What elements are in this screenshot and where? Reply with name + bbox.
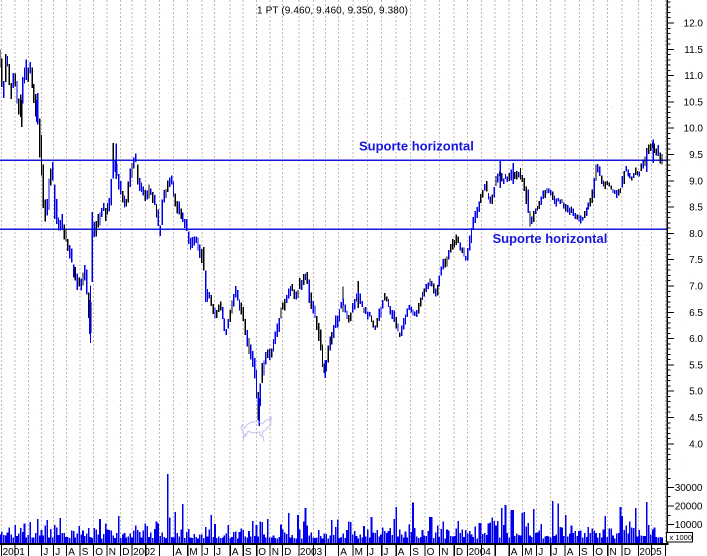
svg-text:S: S xyxy=(82,547,89,556)
svg-text:S: S xyxy=(245,547,252,556)
svg-text:N: N xyxy=(109,547,116,556)
svg-text:Suporte horizontal: Suporte horizontal xyxy=(493,231,608,246)
svg-text:4.0: 4.0 xyxy=(689,439,703,450)
svg-text:D: D xyxy=(122,547,129,556)
svg-text:A: A xyxy=(68,547,75,556)
svg-text:J: J xyxy=(216,547,221,556)
svg-text:D: D xyxy=(624,547,631,556)
svg-text:M: M xyxy=(524,547,532,556)
svg-text:2001: 2001 xyxy=(3,547,26,556)
svg-text:8.5: 8.5 xyxy=(689,203,703,214)
svg-text:J: J xyxy=(369,547,374,556)
svg-text:J: J xyxy=(43,547,48,556)
svg-text:O: O xyxy=(595,547,603,556)
svg-text:A: A xyxy=(567,547,574,556)
svg-text:A: A xyxy=(175,547,182,556)
svg-text:J: J xyxy=(383,547,388,556)
svg-text:1 PT (9.460, 9.460, 9.350, 9.3: 1 PT (9.460, 9.460, 9.350, 9.380) xyxy=(257,6,408,17)
svg-text:Suporte horizontal: Suporte horizontal xyxy=(359,139,474,154)
svg-text:11.5: 11.5 xyxy=(684,45,703,56)
svg-text:A: A xyxy=(340,547,347,556)
svg-text:8.0: 8.0 xyxy=(689,229,703,240)
svg-text:J: J xyxy=(553,547,558,556)
svg-text:9.5: 9.5 xyxy=(689,150,703,161)
svg-text:A: A xyxy=(511,547,518,556)
svg-text:5.0: 5.0 xyxy=(689,387,703,398)
svg-text:D: D xyxy=(284,547,291,556)
svg-text:A: A xyxy=(232,547,239,556)
svg-text:30000: 30000 xyxy=(675,483,703,494)
svg-text:S: S xyxy=(412,547,419,556)
svg-text:11.0: 11.0 xyxy=(684,71,703,82)
svg-text:M: M xyxy=(189,547,197,556)
svg-text:N: N xyxy=(272,547,279,556)
svg-text:A: A xyxy=(398,547,405,556)
svg-text:6.0: 6.0 xyxy=(689,334,703,345)
svg-text:S: S xyxy=(581,547,588,556)
svg-text:6.5: 6.5 xyxy=(689,308,703,319)
svg-text:2002: 2002 xyxy=(133,547,156,556)
svg-text:x 1000: x 1000 xyxy=(670,533,693,542)
svg-text:2005: 2005 xyxy=(639,547,662,556)
svg-text:D: D xyxy=(456,547,463,556)
svg-text:O: O xyxy=(427,547,435,556)
svg-text:J: J xyxy=(204,547,209,556)
svg-text:M: M xyxy=(355,547,363,556)
svg-text:N: N xyxy=(610,547,617,556)
svg-text:9.0: 9.0 xyxy=(689,176,703,187)
svg-text:7.5: 7.5 xyxy=(689,255,703,266)
svg-text:12.0: 12.0 xyxy=(684,19,704,30)
svg-text:5.5: 5.5 xyxy=(689,360,703,371)
svg-text:4.5: 4.5 xyxy=(689,413,703,424)
svg-text:10000: 10000 xyxy=(675,520,703,531)
svg-text:2004: 2004 xyxy=(469,547,492,556)
svg-text:7.0: 7.0 xyxy=(689,282,703,293)
svg-text:N: N xyxy=(441,547,448,556)
svg-text:10.5: 10.5 xyxy=(684,97,704,108)
svg-text:O: O xyxy=(95,547,103,556)
svg-text:O: O xyxy=(258,547,266,556)
svg-text:J: J xyxy=(538,547,543,556)
svg-text:J: J xyxy=(55,547,60,556)
svg-text:20000: 20000 xyxy=(675,502,703,513)
svg-text:2003: 2003 xyxy=(300,547,323,556)
svg-text:10.0: 10.0 xyxy=(684,124,704,135)
